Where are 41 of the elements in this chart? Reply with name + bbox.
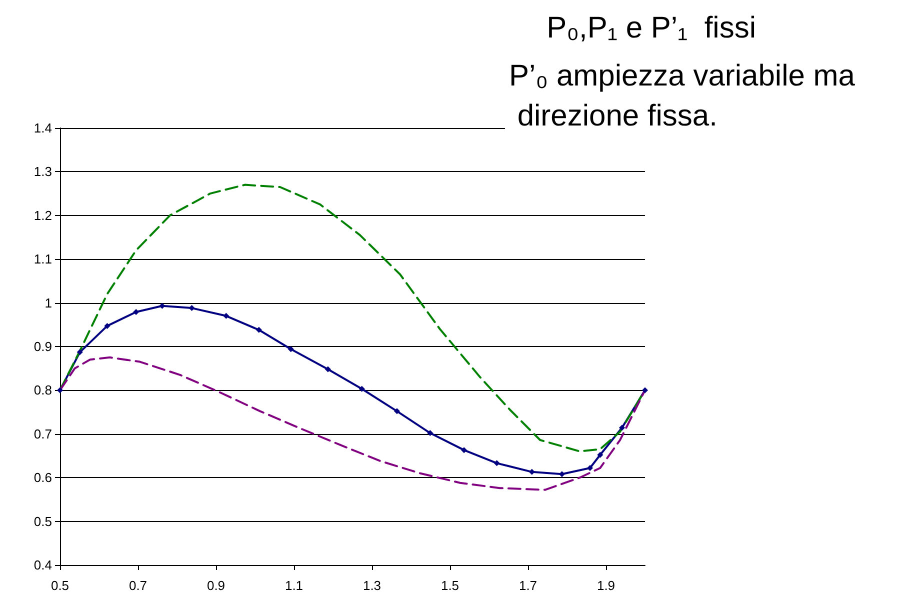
point (104, 322, 110, 329)
y-tick-label: 0.4 (34, 558, 52, 572)
y-tick-label: 0.7 (34, 426, 52, 442)
x-tick-label: 0.9 (206, 578, 226, 593)
point (597, 452, 604, 458)
x-tick-label: 0.7 (128, 578, 148, 593)
point (394, 408, 400, 414)
point (642, 387, 648, 394)
point (159, 302, 166, 309)
point (461, 447, 468, 454)
x-tick-label: 1.9 (596, 578, 616, 593)
point (133, 308, 140, 315)
y-tick-label: 1.4 (34, 120, 52, 136)
point (618, 424, 625, 431)
y-tick-label: 0.5 (34, 514, 52, 529)
point (427, 430, 434, 436)
point (57, 387, 63, 394)
point (76, 349, 83, 356)
point (494, 460, 500, 466)
point (223, 312, 230, 319)
y-tick-label: 1 (44, 295, 52, 310)
point (188, 305, 195, 312)
y-tick-label: 1.2 (34, 208, 52, 223)
y-tick-label: 1.3 (34, 164, 52, 180)
point (288, 346, 294, 352)
y-tick-label: 0.8 (34, 382, 52, 398)
point (256, 326, 262, 333)
x-tick-label: 1.1 (284, 578, 304, 593)
chart-title: P₀,P₁ e P’₁ fissi (546, 12, 756, 44)
y-tick-label: 0.6 (34, 470, 52, 486)
x-tick-label: 1.7 (518, 578, 538, 593)
point (324, 366, 331, 372)
point (528, 468, 535, 475)
x-tick-label: 0.5 (50, 578, 70, 593)
y-tick-label: 1.1 (34, 252, 52, 267)
y-tick-label: 0.9 (34, 339, 52, 354)
point (587, 464, 594, 471)
x-tick-label: 1.5 (440, 578, 460, 593)
x-tick-label: 1.3 (362, 578, 382, 593)
annotation: P’₀ ampiezza variabile ma direzione fissa. (509, 60, 856, 132)
point (358, 386, 365, 392)
